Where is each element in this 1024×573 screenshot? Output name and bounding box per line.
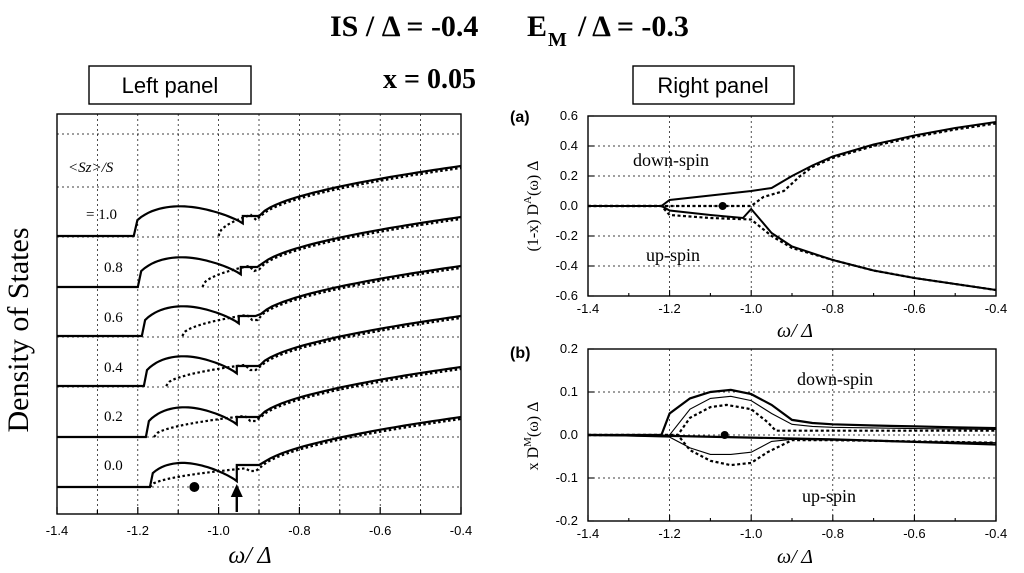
panel-a-ytick-label: -0.2 xyxy=(556,228,578,243)
panel-a-ylabel-tail: (ω) Δ xyxy=(525,161,542,196)
left-dot-marker xyxy=(189,482,200,492)
panel-b-ytick-label: -0.2 xyxy=(556,513,578,528)
a-curves xyxy=(588,121,997,292)
left-panel-title-box xyxy=(88,65,252,105)
panel-a-xtick-label: -0.4 xyxy=(985,301,1007,316)
b-curves xyxy=(587,388,997,467)
panel-b-dot-marker xyxy=(720,431,729,439)
panel-a-annot-down: down-spin xyxy=(633,150,709,170)
left-panel-title: Left panel xyxy=(122,73,219,98)
panel-a-ylabel-sup: A xyxy=(522,196,534,204)
panel-a-ytick-label: 0.6 xyxy=(560,108,578,123)
left-arrow-head xyxy=(230,484,243,497)
panel-b-series-up-spin-thick xyxy=(587,433,997,446)
panel-b-xtick-label: -1.4 xyxy=(577,526,599,541)
left-xtick-label: -0.6 xyxy=(369,523,391,538)
a-grid xyxy=(588,116,996,296)
panel-b-ytick-label: 0.0 xyxy=(560,427,578,442)
dos-solid-curve xyxy=(57,264,462,338)
panel-a-ylabel-main: (1-x) D xyxy=(525,204,542,252)
left-xticks: -1.4 -1.2 -1.0 -0.8 -0.6 -0.4 xyxy=(46,507,472,538)
panel-b-ylabel: x DM(ω) Δ xyxy=(522,402,542,471)
dos-dotted-curve xyxy=(165,316,462,387)
panel-a-ytick-label: 0.2 xyxy=(560,168,578,183)
panel-a-ytick-label: 0.0 xyxy=(560,198,578,213)
left-xtick-label: -1.0 xyxy=(207,523,229,538)
panel-b-ylabel-sup: M xyxy=(522,437,534,447)
panel-a-xtick-label: -1.2 xyxy=(658,301,680,316)
panel-b-series-down-spin-thick xyxy=(588,388,997,437)
panel-a-ylabel: (1-x) DA(ω) Δ xyxy=(522,161,542,252)
level-label-1-0: = 1.0 xyxy=(86,207,117,223)
b-ticks: -1.4 -1.2 -1.0 -0.8 -0.6 -0.4 0.2 0.1 0.0 -0.1 -0.… xyxy=(556,341,1008,541)
header-part-b-sub: M xyxy=(548,29,567,51)
panel-a-series-down-spin-dotted xyxy=(588,122,997,208)
panel-a-label: (a) xyxy=(510,109,530,126)
left-curves xyxy=(57,164,462,512)
panel-b-ytick-label: 0.2 xyxy=(560,341,578,356)
panel-b-xtick-label: -0.6 xyxy=(903,526,925,541)
level-label-0-6: 0.6 xyxy=(104,310,123,326)
dos-dotted-curve xyxy=(217,166,462,237)
panel-a-series-up-spin-dotted xyxy=(588,204,997,292)
dos-dotted-curve xyxy=(149,417,462,488)
panel-a-ytick-label: 0.4 xyxy=(560,138,578,153)
level-label-0-4: 0.4 xyxy=(104,360,123,376)
level-label-0-2: 0.2 xyxy=(104,409,123,425)
panel-b-xtick-label: -1.0 xyxy=(740,526,762,541)
left-xtick-label: -1.4 xyxy=(46,523,68,538)
left-ylabel: Density of States xyxy=(2,228,35,433)
panel-a-xtick-label: -1.0 xyxy=(740,301,762,316)
header-part-a: IS / Δ = -0.4 xyxy=(330,10,478,43)
panel-a-ytick-label: -0.4 xyxy=(556,258,578,273)
panel-a-xtick-label: -0.6 xyxy=(903,301,925,316)
panel-b-xtick-label: -0.4 xyxy=(985,526,1007,541)
header-part-b: E xyxy=(527,10,547,43)
dos-solid-curve xyxy=(57,365,462,439)
left-xtick-label: -0.8 xyxy=(288,523,310,538)
dos-solid-curve xyxy=(57,164,462,238)
panel-a-xlabel: ω/ Δ xyxy=(777,320,813,342)
panel-b-annot-up: up-spin xyxy=(802,486,856,506)
panel-b-annot-down: down-spin xyxy=(797,369,873,389)
panel-b-series-down-spin-dashed xyxy=(588,403,996,437)
dos-dotted-curve xyxy=(181,266,462,337)
header-x-value: x = 0.05 xyxy=(383,64,476,95)
right-panel-title-box xyxy=(632,65,795,105)
left-xtick-label: -0.4 xyxy=(450,523,472,538)
panel-a-series-down-spin-solid xyxy=(588,121,997,207)
panel-a-xtick-label: -0.8 xyxy=(822,301,844,316)
dos-dotted-curve xyxy=(201,217,462,288)
left-xtick-label: -1.2 xyxy=(127,523,149,538)
level-label-0-0: 0.0 xyxy=(104,458,123,474)
panel-a-dot-marker xyxy=(718,202,727,210)
panel-b-label: (b) xyxy=(510,345,530,362)
panel-a-ytick-label: -0.6 xyxy=(556,288,578,303)
panel-a-xtick-label: -1.4 xyxy=(577,301,599,316)
panel-b-ylabel-tail: (ω) Δ xyxy=(525,402,542,437)
panel-b-xtick-label: -0.8 xyxy=(822,526,844,541)
panel-b-series-down-spin-thin xyxy=(588,395,997,436)
panel-a-annot-up: up-spin xyxy=(646,245,700,265)
panel-b-xtick-label: -1.2 xyxy=(658,526,680,541)
header-part-c: / Δ = -0.3 xyxy=(577,10,689,43)
right-panel-title: Right panel xyxy=(657,73,768,98)
panel-b-ytick-label: -0.1 xyxy=(556,470,578,485)
panel-b-xlabel: ω/ Δ xyxy=(777,546,813,568)
panel-b-ytick-label: 0.1 xyxy=(560,384,578,399)
left-xlabel: ω/ Δ xyxy=(228,543,271,569)
dos-solid-curve xyxy=(57,215,462,289)
dos-solid-curve xyxy=(57,415,462,489)
a-ticks: -1.4 -1.2 -1.0 -0.8 -0.6 -0.4 0.6 0.4 0.2 0.0 -0.2… xyxy=(556,108,1008,316)
left-legend-header: <Sz>/S xyxy=(68,160,114,176)
panel-b-ylabel-main: x D xyxy=(525,447,542,471)
level-label-0-8: 0.8 xyxy=(104,260,123,276)
